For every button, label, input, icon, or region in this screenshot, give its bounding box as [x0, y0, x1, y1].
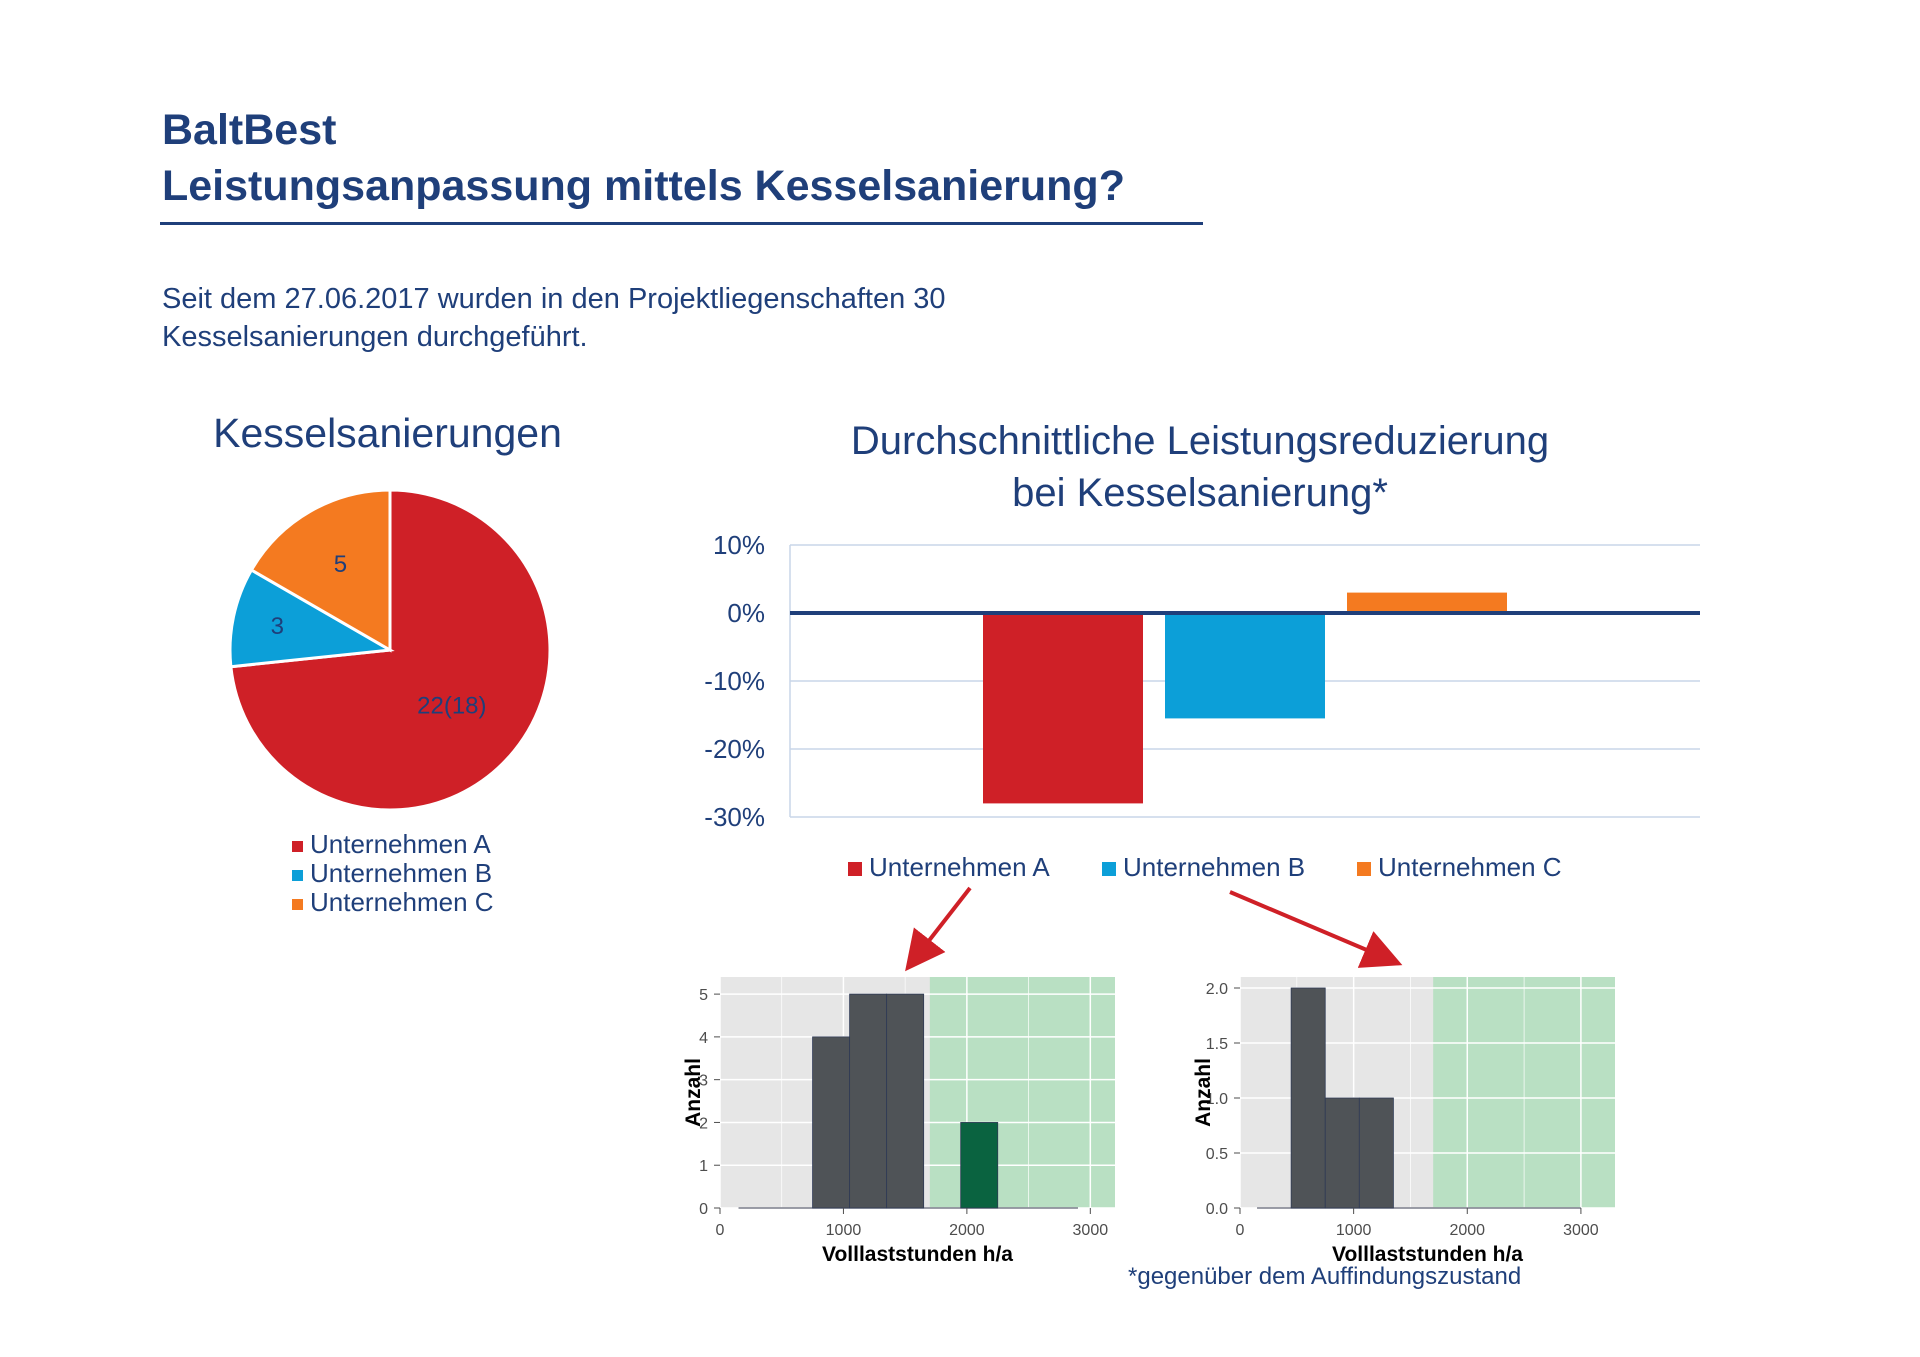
hist-a-ytick-label: 1 — [699, 1158, 708, 1175]
intro-line-2: Kesselsanierungen durchgeführt. — [162, 321, 588, 353]
bar-chart-title-line-2: bei Kesselsanierung* — [1012, 471, 1388, 515]
hist-b-bin — [1324, 1097, 1360, 1209]
bar-a — [983, 613, 1143, 804]
hist-a-bin — [886, 993, 925, 1209]
bar-legend-swatch-c — [1357, 862, 1371, 876]
hist-b-xtick-label: 3000 — [1563, 1222, 1599, 1239]
bar-legend-label-b: Unternehmen B — [1123, 852, 1305, 882]
hist-a-ytick-label: 3 — [699, 1073, 708, 1090]
hist-a-xtick-label: 1000 — [826, 1222, 862, 1239]
pie-legend-swatch-a — [292, 841, 303, 852]
hist-a-target-zone — [929, 977, 1115, 1208]
bar-ytick-label: 10% — [713, 530, 765, 560]
bar-legend-swatch-b — [1102, 862, 1116, 876]
hist-a-xlabel: Volllaststunden h/a — [822, 1243, 1013, 1265]
pie-slice-c — [249, 488, 392, 653]
pie-slice-b — [228, 567, 395, 669]
pie-legend-swatch-c — [292, 899, 303, 910]
hist-b-ytick-label: 1.0 — [1206, 1091, 1228, 1108]
bar-legend-swatch-a — [848, 862, 862, 876]
histogram-b: 0.0 0.5 1.0 1.5 2.0 0 1000 2000 3000 Volllaststun… — [1192, 977, 1615, 1265]
hist-a-bin — [812, 1036, 851, 1209]
histogram-a: 0 1 2 3 4 5 0 1000 2000 3000 Volllaststunden h/a An… — [682, 977, 1115, 1265]
arrow-to-histogram-a — [905, 886, 972, 972]
hist-a-ytick-label: 2 — [699, 1115, 708, 1132]
pie-legend-label-b: Unternehmen B — [310, 858, 492, 888]
pie-legend-swatch-b — [292, 870, 303, 881]
hist-b-xtick-label: 2000 — [1449, 1222, 1485, 1239]
hist-b-ylabel: Anzahl — [1192, 1058, 1215, 1127]
hist-a-bin — [849, 993, 888, 1209]
hist-a-xtick-label: 2000 — [949, 1222, 985, 1239]
hist-a-ytick-label: 0 — [699, 1201, 708, 1218]
pie-legend-label-a: Unternehmen A — [310, 829, 491, 859]
hist-a-xtick-label: 3000 — [1073, 1222, 1109, 1239]
footnote: *gegenüber dem Auffindungszustand — [1128, 1263, 1522, 1290]
bar-c — [1347, 592, 1507, 613]
bar-b — [1165, 613, 1325, 719]
intro-line-1: Seit dem 27.06.2017 wurden in den Projek… — [162, 283, 946, 315]
pie-label-b: 3 — [271, 613, 284, 640]
title-line-1: BaltBest — [162, 106, 337, 154]
hist-a-ylabel: Anzahl — [682, 1058, 705, 1127]
hist-b-xlabel: Volllaststunden h/a — [1332, 1243, 1523, 1265]
bar-ytick-label: -20% — [704, 734, 765, 764]
pie-label-a: 22(18) — [417, 693, 486, 720]
bar-ytick-label: -30% — [704, 802, 765, 832]
title-underline — [160, 222, 1203, 225]
hist-a-xtick-label: 0 — [716, 1222, 725, 1239]
bar-ytick-label: -10% — [704, 666, 765, 696]
bar-legend-label-c: Unternehmen C — [1378, 852, 1562, 882]
bar-chart-title: Durchschnittliche Leistungsreduzierung b… — [780, 415, 1620, 519]
arrows-overlay — [905, 886, 1403, 972]
bar-ytick-label: 0% — [727, 598, 765, 628]
bar-legend-label-a: Unternehmen A — [869, 852, 1050, 882]
hist-a-bin — [960, 1122, 999, 1209]
hist-b-xtick-label: 1000 — [1336, 1222, 1372, 1239]
hist-b-xtick-label: 0 — [1236, 1222, 1245, 1239]
hist-b-bin — [1290, 987, 1326, 1209]
hist-b-ytick-label: 1.5 — [1206, 1036, 1228, 1053]
hist-b-ytick-label: 0.5 — [1206, 1146, 1228, 1163]
pie-legend-label-c: Unternehmen C — [310, 887, 494, 917]
page-title: BaltBest Leistungsanpassung mittels Kess… — [162, 102, 1125, 214]
bar-chart: 10% 0% -10% -20% -30% Unternehmen A Unternehme… — [704, 530, 1700, 882]
hist-b-ytick-label: 2.0 — [1206, 981, 1228, 998]
hist-b-bin — [1358, 1097, 1394, 1209]
intro-text: Seit dem 27.06.2017 wurden in den Projek… — [162, 280, 946, 356]
hist-b-ytick-label: 0.0 — [1206, 1201, 1228, 1218]
bar-chart-title-line-1: Durchschnittliche Leistungsreduzierung — [850, 419, 1550, 463]
title-line-2: Leistungsanpassung mittels Kesselsanieru… — [162, 162, 1125, 210]
hist-a-ytick-label: 5 — [699, 987, 708, 1004]
arrow-to-histogram-b — [1229, 890, 1403, 968]
pie-label-c: 5 — [334, 551, 347, 578]
pie-chart-title: Kesselsanierungen — [213, 410, 562, 456]
hist-a-ytick-label: 4 — [699, 1030, 708, 1047]
